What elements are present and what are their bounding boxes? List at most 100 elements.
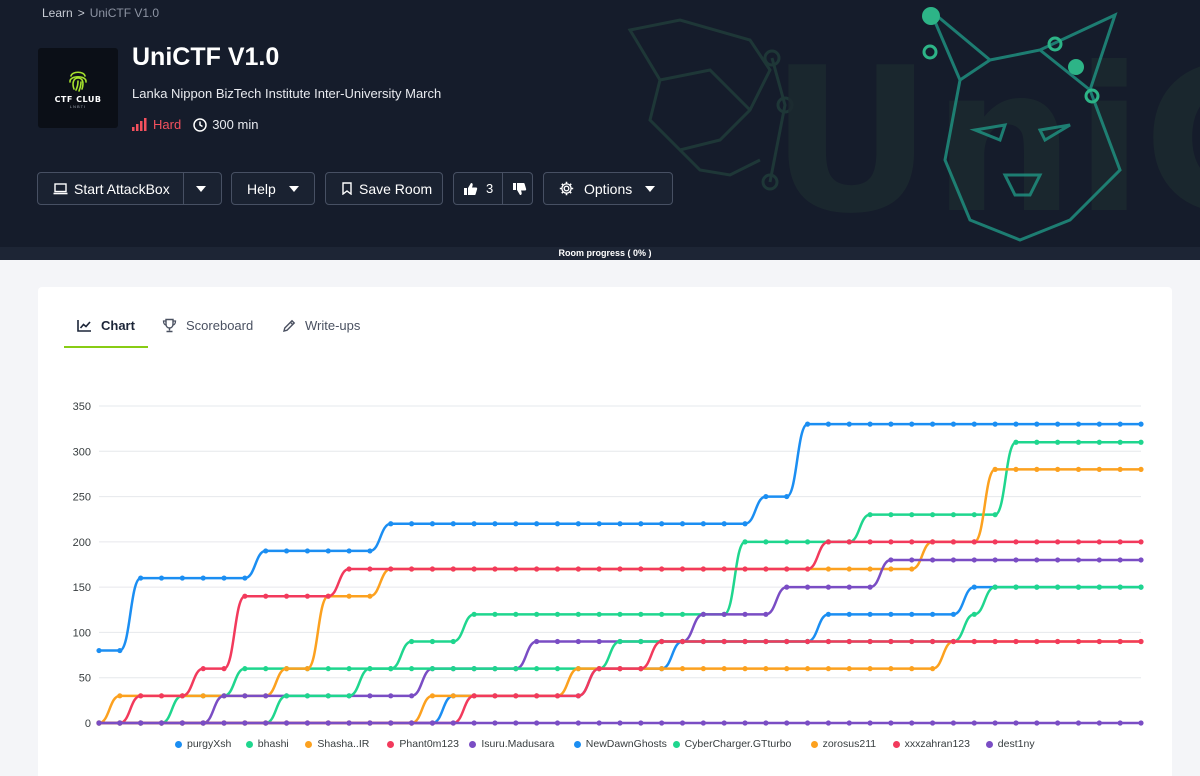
data-point[interactable] — [909, 666, 915, 672]
data-point[interactable] — [1096, 421, 1102, 427]
data-point[interactable] — [971, 720, 977, 726]
data-point[interactable] — [388, 720, 394, 726]
data-point[interactable] — [763, 611, 769, 617]
data-point[interactable] — [763, 666, 769, 672]
data-point[interactable] — [575, 521, 581, 527]
data-point[interactable] — [1013, 539, 1019, 545]
data-point[interactable] — [846, 611, 852, 617]
data-point[interactable] — [96, 647, 102, 654]
data-point[interactable] — [429, 693, 436, 699]
legend-item[interactable]: Shasha..IR — [305, 738, 369, 750]
data-point[interactable] — [617, 611, 623, 617]
data-point[interactable] — [679, 521, 686, 527]
data-point[interactable] — [388, 693, 394, 699]
data-point[interactable] — [409, 666, 415, 672]
data-point[interactable] — [971, 539, 977, 545]
data-point[interactable] — [346, 548, 352, 554]
data-point[interactable] — [1117, 466, 1123, 472]
data-point[interactable] — [784, 539, 790, 545]
data-point[interactable] — [617, 638, 623, 645]
data-point[interactable] — [888, 539, 894, 545]
data-point[interactable] — [263, 548, 269, 554]
data-point[interactable] — [1055, 584, 1061, 590]
data-point[interactable] — [1034, 439, 1040, 445]
data-point[interactable] — [763, 566, 769, 572]
data-point[interactable] — [367, 593, 373, 599]
legend-item[interactable]: NewDawnGhosts — [573, 738, 667, 750]
data-point[interactable] — [846, 666, 852, 672]
data-point[interactable] — [554, 566, 561, 572]
data-point[interactable] — [221, 720, 227, 726]
data-point[interactable] — [596, 666, 602, 672]
legend-item[interactable]: Isuru.Madusara — [469, 738, 554, 750]
data-point[interactable] — [429, 566, 436, 572]
data-point[interactable] — [471, 611, 477, 617]
data-point[interactable] — [367, 693, 373, 699]
data-point[interactable] — [554, 666, 561, 672]
data-point[interactable] — [721, 666, 727, 672]
options-button[interactable]: Options — [543, 172, 673, 205]
data-point[interactable] — [1138, 439, 1144, 445]
data-point[interactable] — [617, 720, 623, 726]
data-point[interactable] — [1075, 720, 1082, 726]
data-point[interactable] — [534, 720, 540, 726]
data-point[interactable] — [513, 720, 519, 726]
data-point[interactable] — [492, 566, 498, 572]
data-point[interactable] — [721, 566, 727, 572]
data-point[interactable] — [492, 720, 498, 726]
data-point[interactable] — [867, 638, 873, 645]
data-point[interactable] — [346, 720, 352, 726]
data-point[interactable] — [846, 638, 852, 645]
data-point[interactable] — [1055, 439, 1061, 445]
data-point[interactable] — [950, 512, 957, 518]
data-point[interactable] — [992, 512, 998, 518]
data-point[interactable] — [409, 693, 415, 699]
data-point[interactable] — [1055, 557, 1061, 563]
data-point[interactable] — [679, 566, 686, 572]
data-point[interactable] — [742, 521, 748, 527]
data-point[interactable] — [1117, 584, 1123, 590]
data-point[interactable] — [742, 539, 748, 545]
data-point[interactable] — [388, 566, 394, 572]
data-point[interactable] — [1034, 421, 1040, 427]
data-point[interactable] — [804, 539, 811, 545]
data-point[interactable] — [450, 666, 456, 672]
data-point[interactable] — [867, 720, 873, 726]
data-point[interactable] — [409, 720, 415, 726]
data-point[interactable] — [888, 421, 894, 427]
data-point[interactable] — [242, 575, 248, 581]
data-point[interactable] — [679, 611, 686, 617]
data-point[interactable] — [909, 557, 915, 563]
data-point[interactable] — [596, 521, 602, 527]
data-point[interactable] — [1034, 584, 1040, 590]
data-point[interactable] — [242, 720, 248, 726]
data-point[interactable] — [1075, 584, 1082, 590]
data-point[interactable] — [1138, 421, 1144, 427]
data-point[interactable] — [388, 666, 394, 672]
data-point[interactable] — [263, 693, 269, 699]
data-point[interactable] — [888, 638, 894, 645]
data-point[interactable] — [742, 566, 748, 572]
data-point[interactable] — [930, 720, 936, 726]
data-point[interactable] — [992, 421, 998, 427]
data-point[interactable] — [325, 593, 331, 599]
data-point[interactable] — [784, 584, 790, 590]
data-point[interactable] — [554, 521, 561, 527]
data-point[interactable] — [679, 666, 686, 672]
data-point[interactable] — [679, 720, 686, 726]
legend-item[interactable]: dest1ny — [985, 738, 1035, 750]
data-point[interactable] — [971, 421, 977, 427]
data-point[interactable] — [638, 611, 644, 617]
data-point[interactable] — [283, 666, 290, 672]
data-point[interactable] — [659, 720, 665, 726]
data-point[interactable] — [429, 720, 436, 726]
data-point[interactable] — [638, 566, 644, 572]
data-point[interactable] — [742, 720, 748, 726]
data-point[interactable] — [596, 611, 602, 617]
data-point[interactable] — [1013, 439, 1019, 445]
data-point[interactable] — [909, 539, 915, 545]
data-point[interactable] — [158, 720, 165, 726]
data-point[interactable] — [888, 611, 894, 617]
data-point[interactable] — [909, 720, 915, 726]
data-point[interactable] — [804, 638, 811, 645]
